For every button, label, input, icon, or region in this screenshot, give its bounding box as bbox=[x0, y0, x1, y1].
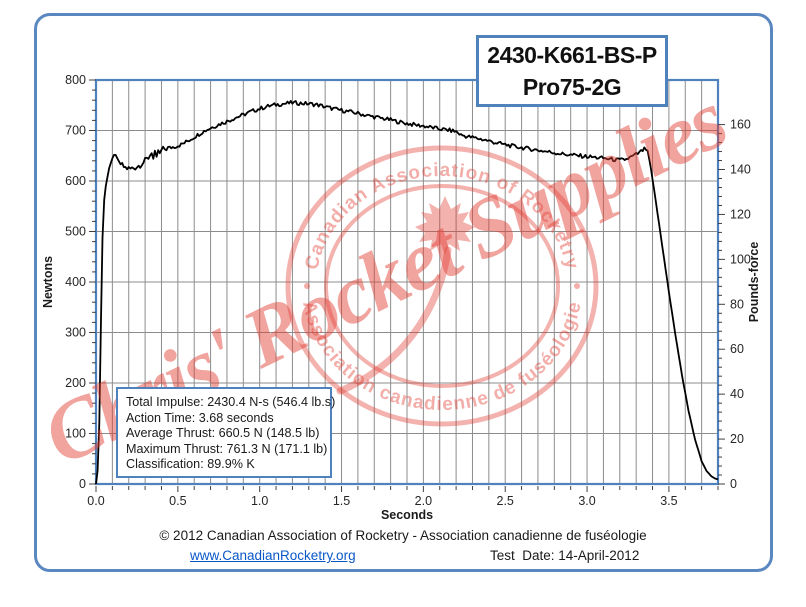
copyright-text: © 2012 Canadian Association of Rocketry … bbox=[159, 528, 647, 543]
motor-designation: 2430-K661-BS-P bbox=[487, 42, 657, 68]
stat-classification: Classification: 89.9% K bbox=[126, 457, 255, 472]
motor-name: Pro75-2G bbox=[522, 74, 622, 100]
website-link[interactable]: www.CanadianRocketry.org bbox=[190, 548, 356, 563]
motor-title-box: 2430-K661-BS-P Pro75-2G bbox=[476, 35, 668, 107]
stat-total-impulse: Total Impulse: 2430.4 N-s (546.4 lb.s) bbox=[126, 395, 336, 409]
outer-rounded-border bbox=[34, 13, 773, 572]
stat-maximum-thrust: Maximum Thrust: 761.3 N (171.1 lb) bbox=[126, 441, 328, 456]
motor-stats-box: Total Impulse: 2430.4 N-s (546.4 lb.s) A… bbox=[116, 387, 336, 478]
stat-action-time: Action Time: 3.68 seconds bbox=[126, 410, 274, 425]
stat-average-thrust: Average Thrust: 660.5 N (148.5 lb) bbox=[126, 426, 320, 441]
test-date-text: Test Date: 14-April-2012 bbox=[490, 548, 640, 563]
